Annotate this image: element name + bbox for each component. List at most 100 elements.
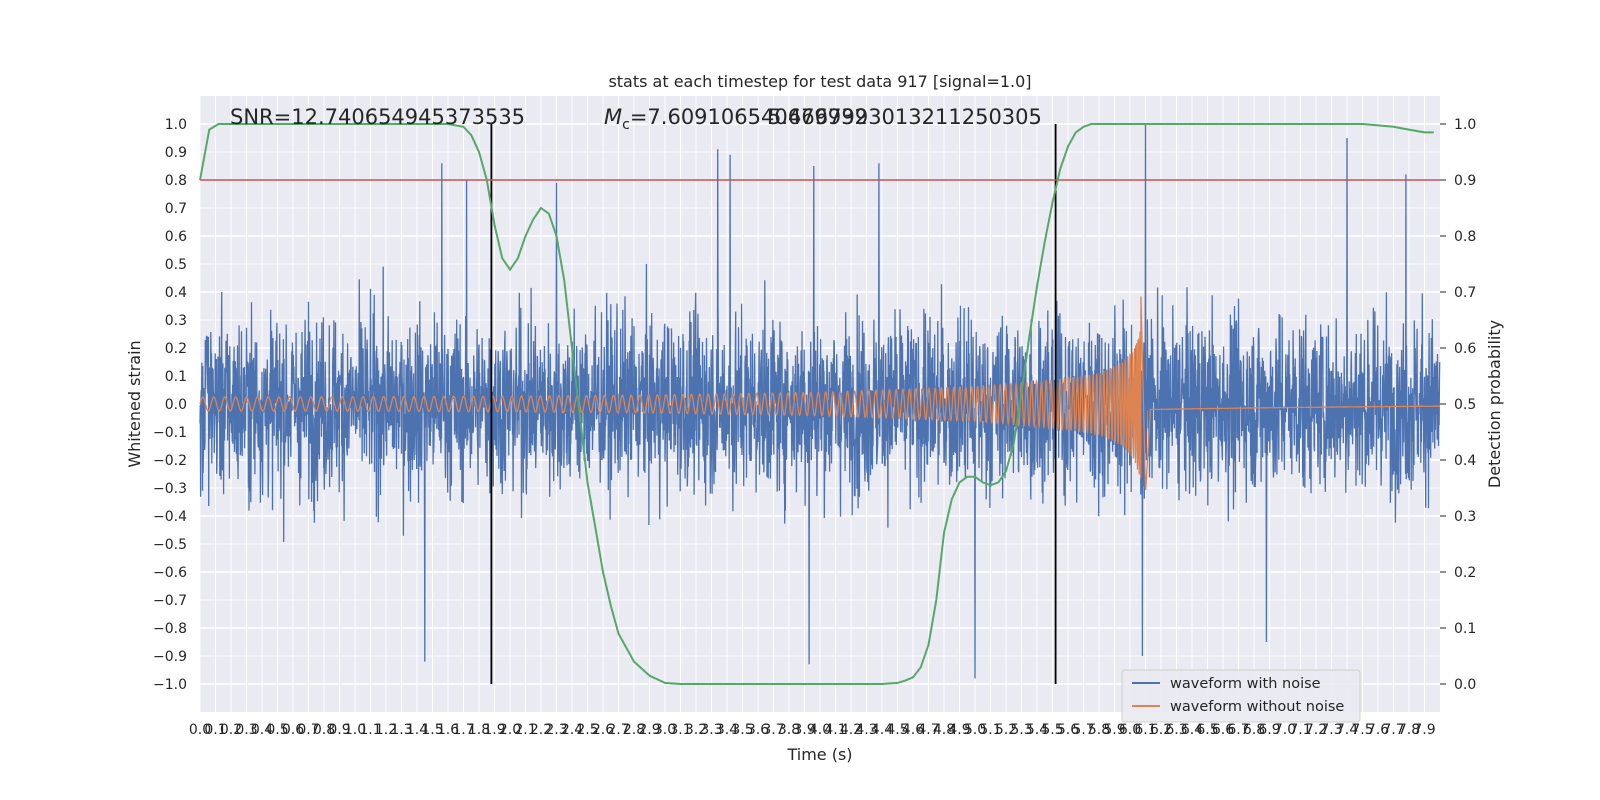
x-tick-label: 3.8 [778,722,800,738]
x-tick-label: 5.1 [979,722,1001,738]
x-tick-label: 5.4 [1026,722,1048,738]
x-tick-label: 6.3 [1165,722,1187,738]
snr-annotation: SNR=12.740654945373535 [230,105,525,129]
mc-subscript: c [622,117,630,133]
x-tick-label: 5.6 [1057,722,1079,738]
x-tick-label: 6.4 [1181,722,1203,738]
x-tick-label: 4.5 [886,722,908,738]
y-tick-label: 0.4 [165,285,187,301]
y-tick-label: −0.5 [153,537,187,553]
x-tick-label: 4.2 [840,722,862,738]
x-tick-label: 1.6 [437,722,459,738]
x-tick-label: 2.6 [592,722,614,738]
x-tick-label: 0.5 [266,722,288,738]
x-tick-label: 1.1 [359,722,381,738]
y-axis-label: Whitened strain [125,340,144,467]
x-tick-label: 5.2 [995,722,1017,738]
y2-tick-labels: 0.0 0.1 0.2 0.3 0.4 0.5 0.6 0.7 0.8 0.9 1.0 [1440,117,1476,693]
y-tick-label: 0.9 [165,145,187,161]
x-tick-label: 2.1 [514,722,536,738]
x-tick-label: 3.9 [793,722,815,738]
x-tick-label: 3.6 [747,722,769,738]
x-tick-label: 6.1 [1134,722,1156,738]
x-tick-label: 3.4 [716,722,738,738]
x-tick-label: 7.2 [1305,722,1327,738]
noise-line [199,123,1441,679]
x-tick-label: 1.9 [483,722,505,738]
y-tick-label: −0.1 [153,425,187,441]
x-tick-label: 1.5 [421,722,443,738]
y-tick-label: −1.0 [153,677,187,693]
y2-tick-label: 1.0 [1454,117,1476,133]
x-tick-label: 4.1 [824,722,846,738]
y2-tick-label: 0.2 [1454,565,1476,581]
x-tick-label: 5.5 [1041,722,1063,738]
vertical-markers [490,124,1057,684]
x-tick-label: 4.8 [933,722,955,738]
y2-tick-label: 0.3 [1454,509,1476,525]
x-tick-label: 3.2 [685,722,707,738]
x-tick-label: 6.6 [1212,722,1234,738]
y2-axis-label: Detection probability [1485,320,1504,488]
legend-box [1121,669,1361,723]
x-tick-label: 0.3 [235,722,257,738]
x-tick-label: 2.4 [561,722,583,738]
x-tick-label: 4.3 [855,722,877,738]
x-tick-label: 5.0 [964,722,986,738]
x-tick-label: 0.2 [220,722,242,738]
x-tick-label: 3.3 [700,722,722,738]
x-tick-label: 4.9 [948,722,970,738]
x-tick-label: 7.1 [1289,722,1311,738]
x-tick-label: 2.5 [576,722,598,738]
x-axis-label: Time (s) [786,745,852,764]
series-waveform-with-noise [199,123,1441,679]
y-tick-label: 0.2 [165,341,187,357]
x-tick-label: 6.7 [1227,722,1249,738]
legend-label-clean: waveform without noise [1170,699,1344,715]
y-tick-label: 1.0 [165,117,187,133]
y2-tick-label: 0.7 [1454,285,1476,301]
y-tick-label: 0.3 [165,313,187,329]
x-tick-label: 2.9 [638,722,660,738]
x-tick-label: 2.3 [545,722,567,738]
mc-symbol: M [604,105,622,129]
x-tick-label: 5.8 [1088,722,1110,738]
x-tick-label: 2.7 [607,722,629,738]
x-tick-label: 7.3 [1320,722,1342,738]
x-tick-labels: 0.00.10.20.30.40.50.60.70.80.91.01.11.21… [189,722,1436,738]
x-tick-label: 0.4 [251,722,273,738]
y2-tick-label: 0.5 [1454,397,1476,413]
y2-tick-label: 0.0 [1454,677,1476,693]
y-tick-label: 0.0 [165,397,187,413]
x-tick-label: 0.1 [204,722,226,738]
x-tick-label: 3.1 [669,722,691,738]
y2-tick-label: 0.4 [1454,453,1476,469]
y-tick-label: −0.4 [153,509,187,525]
x-tick-label: 6.8 [1243,722,1265,738]
x-tick-label: 1.7 [452,722,474,738]
chart-title: stats at each timestep for test data 917… [608,72,1031,91]
y-tick-label: −0.8 [153,621,187,637]
x-tick-label: 3.7 [762,722,784,738]
x-tick-label: 6.5 [1196,722,1218,738]
y-tick-label: −0.2 [153,453,187,469]
probability-line [199,123,1434,685]
x-tick-label: 7.6 [1367,722,1389,738]
x-tick-label: 5.9 [1103,722,1125,738]
x-tick-label: 5.3 [1010,722,1032,738]
x-tick-label: 0.0 [189,722,211,738]
x-tick-label: 5.7 [1072,722,1094,738]
x-tick-label: 7.7 [1382,722,1404,738]
x-tick-label: 7.8 [1398,722,1420,738]
clean-line [199,296,1440,491]
x-tick-label: 6.9 [1258,722,1280,738]
x-tick-label: 3.5 [731,722,753,738]
x-tick-label: 4.0 [809,722,831,738]
y-tick-label: 0.7 [165,201,187,217]
x-tick-label: 7.4 [1336,722,1358,738]
y-tick-label: −0.9 [153,649,187,665]
x-tick-label: 6.2 [1150,722,1172,738]
x-tick-label: 0.7 [297,722,319,738]
y-tick-label: 0.5 [165,257,187,273]
